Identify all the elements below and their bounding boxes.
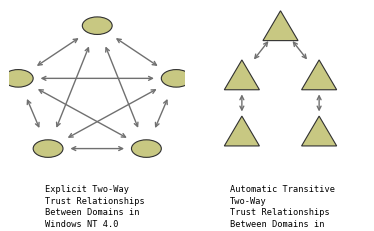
Ellipse shape xyxy=(161,70,191,87)
Ellipse shape xyxy=(82,17,112,34)
Polygon shape xyxy=(263,11,298,41)
Ellipse shape xyxy=(33,140,63,157)
Polygon shape xyxy=(301,116,337,146)
Text: Explicit Two-Way
Trust Relationships
Between Domains in
Windows NT 4.0: Explicit Two-Way Trust Relationships Bet… xyxy=(46,185,145,229)
Text: Automatic Transitive
Two-Way
Trust Relationships
Between Domains in
Windows 2000: Automatic Transitive Two-Way Trust Relat… xyxy=(230,185,335,231)
Ellipse shape xyxy=(132,140,161,157)
Polygon shape xyxy=(224,60,260,90)
Polygon shape xyxy=(224,116,260,146)
Polygon shape xyxy=(301,60,337,90)
Ellipse shape xyxy=(3,70,33,87)
